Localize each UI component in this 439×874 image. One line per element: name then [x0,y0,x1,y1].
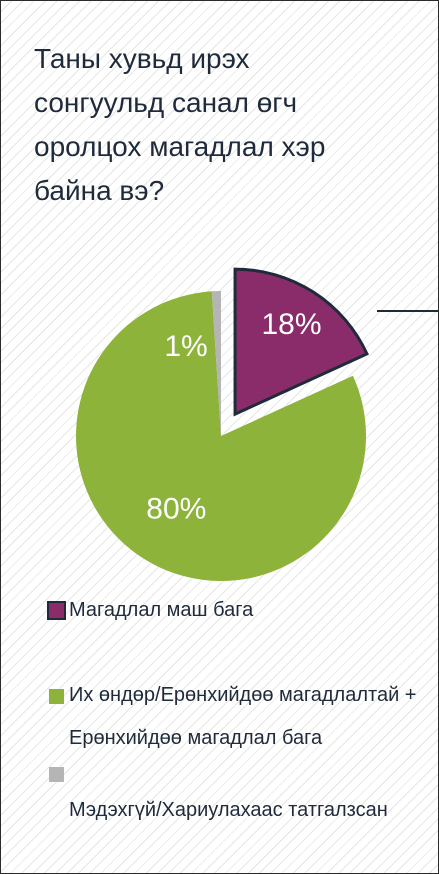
chart-title: Таны хувьд ирэх сонгуульд санал өгч орол… [34,43,326,206]
legend-label: Их өндөр/Ерөнхийдөө магадлалтай + Ерөнхи… [69,684,417,749]
data-label: 80% [146,493,206,526]
legend-label: Магадлал маш бага [69,599,254,621]
pie-slice [233,267,369,417]
pie-slice [76,291,367,581]
data-label: 18% [261,308,321,341]
data-label: 1% [164,330,207,363]
legend-marker [49,767,64,782]
legend-marker [47,601,66,620]
pie-slice [211,291,221,436]
legend-marker [49,689,64,704]
legend-label: Мэдэхгүй/Хариулахаас татгалзсан [69,799,388,821]
